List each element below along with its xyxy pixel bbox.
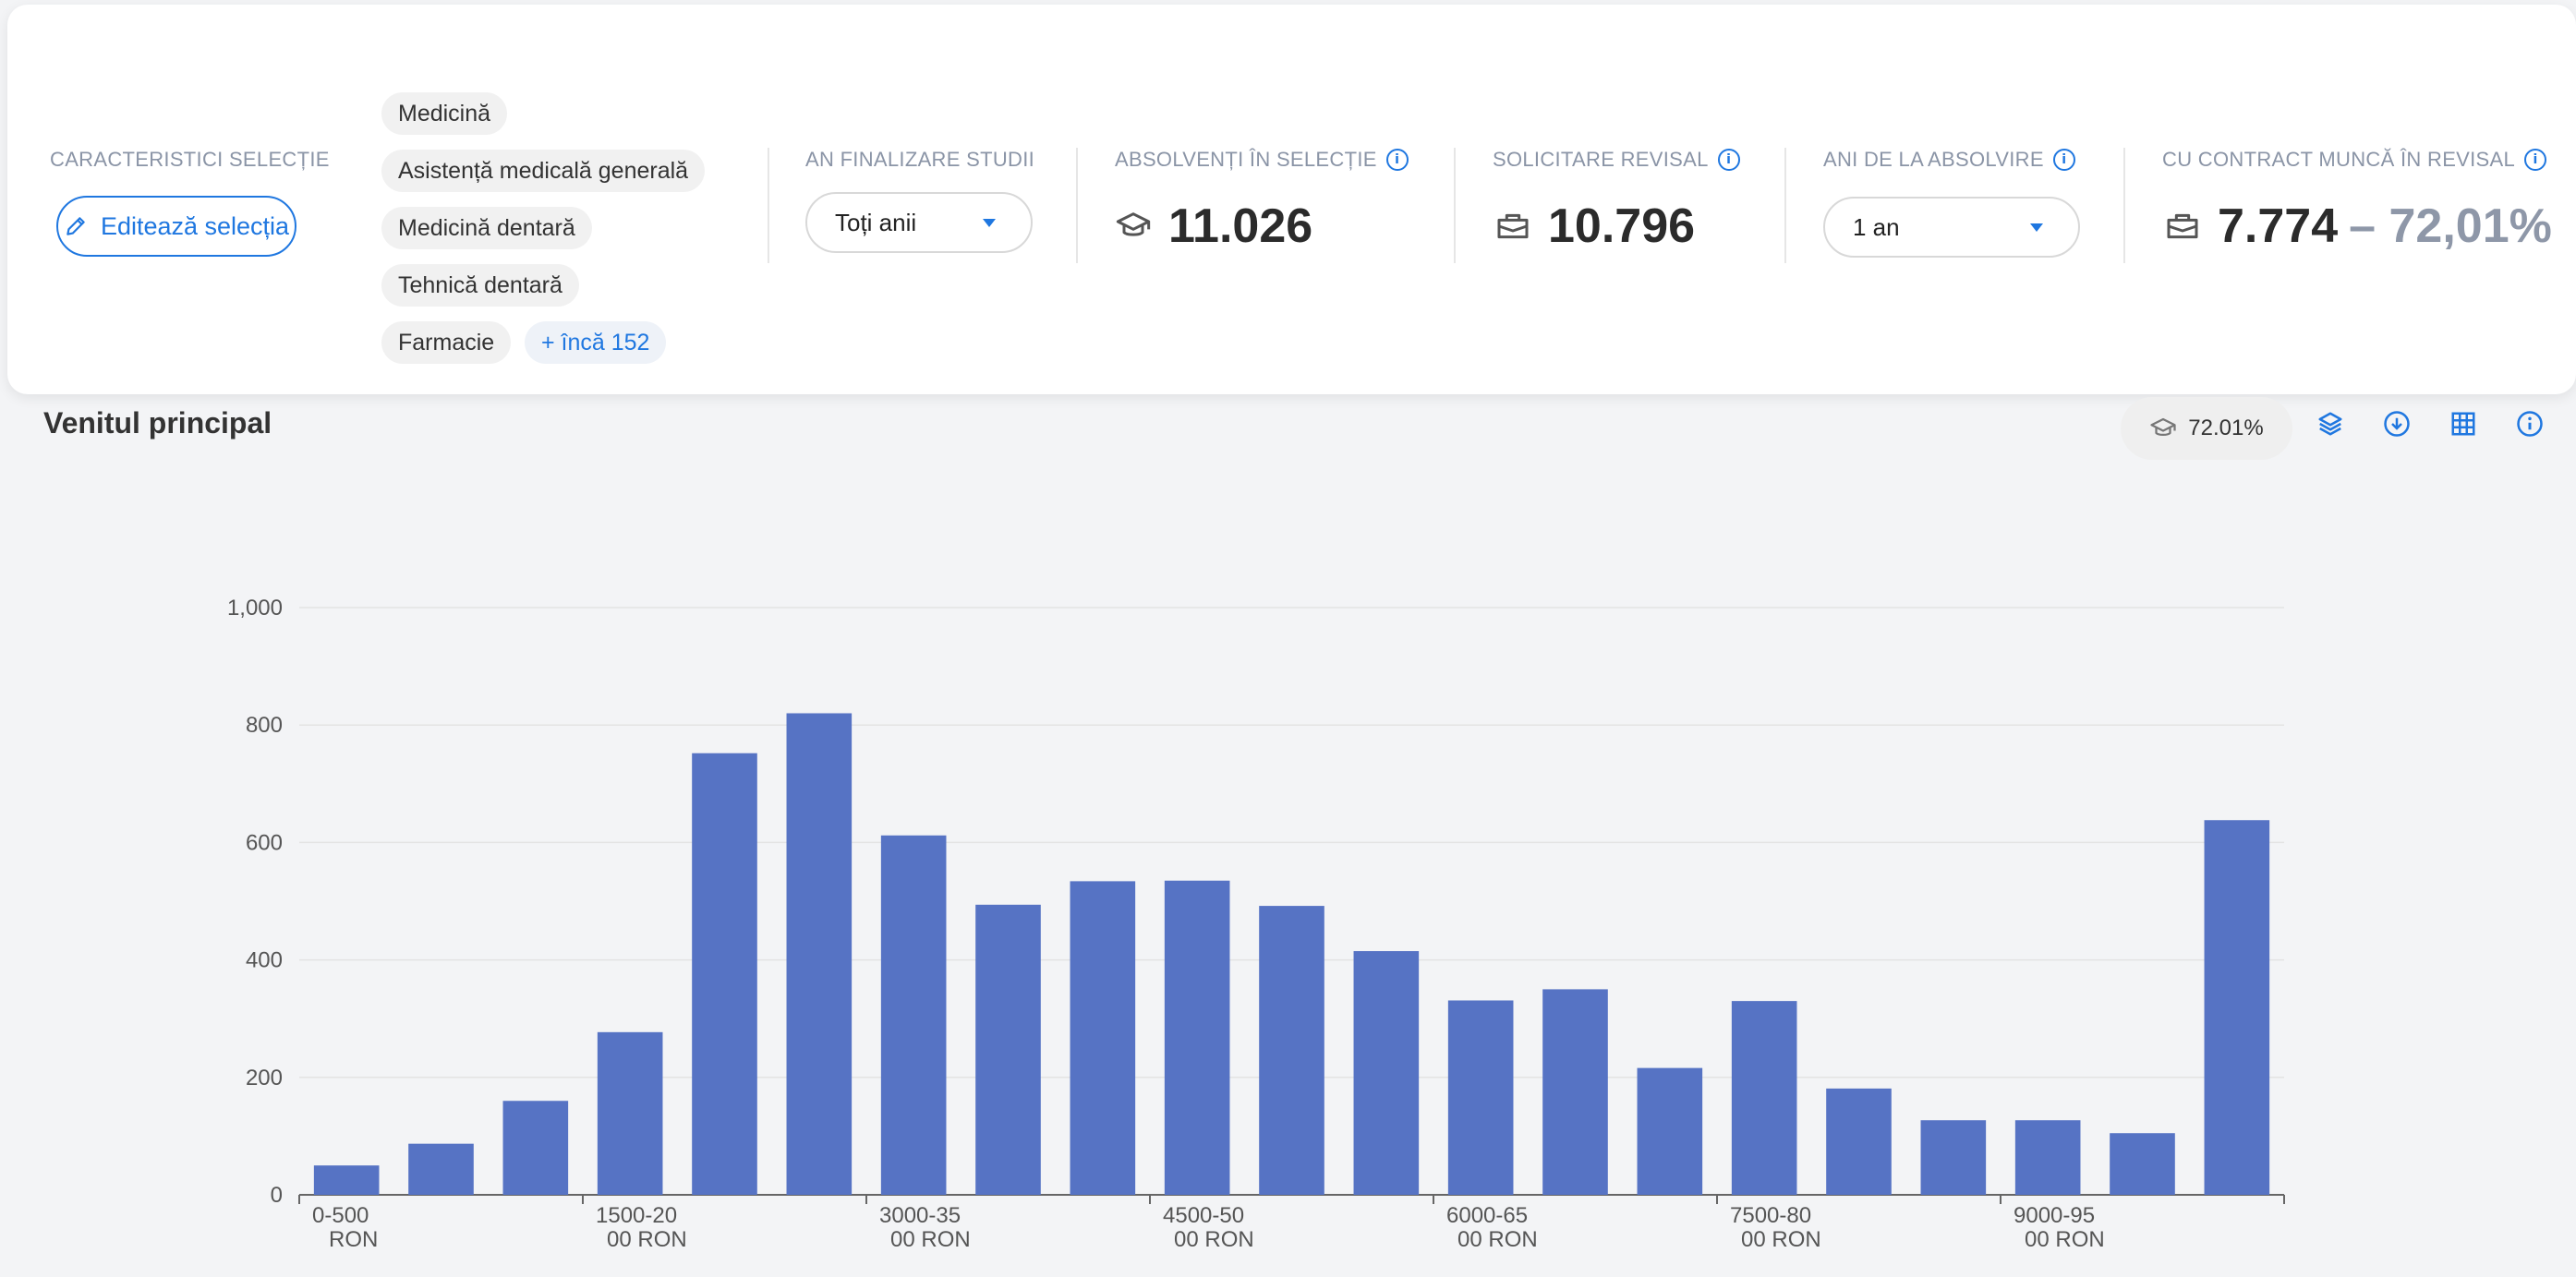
x-tick-label: 7500-80 <box>1730 1203 1811 1228</box>
y-tick-label: 600 <box>246 830 283 855</box>
more-chips-button[interactable]: + încă 152 <box>525 321 667 364</box>
x-tick-label: 00 RON <box>1741 1227 1821 1252</box>
graduates-stat: 11.026 <box>1115 199 1312 254</box>
year-filter-select[interactable]: Toți anii <box>805 192 1033 253</box>
pencil-icon <box>67 217 85 235</box>
bar <box>1070 881 1136 1195</box>
bar <box>880 835 947 1195</box>
graduation-cap-icon <box>1116 212 1151 236</box>
revisal-label-text: SOLICITARE REVISAL <box>1493 148 1709 171</box>
bar <box>692 753 757 1195</box>
x-tick-label: 0-500 <box>312 1203 369 1228</box>
x-tick-label: 1500-20 <box>596 1203 677 1228</box>
contract-percent: – 72,01% <box>2349 199 2552 253</box>
contract-value: 7.774 <box>2218 199 2339 253</box>
badge-value: 72.01% <box>2188 416 2264 440</box>
bar <box>408 1143 474 1195</box>
bar <box>2204 820 2270 1195</box>
chip-medicina-dentara[interactable]: Medicină dentară <box>381 207 592 249</box>
bar <box>975 904 1041 1195</box>
bar <box>1637 1067 1703 1195</box>
x-tick-label: 00 RON <box>890 1227 971 1252</box>
x-tick-label: 6000-65 <box>1446 1203 1528 1228</box>
info-icon[interactable]: i <box>2052 149 2075 171</box>
contract-label-text: CU CONTRACT MUNCĂ ÎN REVISAL <box>2162 148 2516 171</box>
chip-tehnica-dentara[interactable]: Tehnică dentară <box>381 264 579 307</box>
bar <box>2014 1120 2081 1195</box>
chip-asistenta[interactable]: Asistență medicală generală <box>381 150 706 192</box>
years-since-label: ANI DE LA ABSOLVIRE i <box>1823 148 2075 172</box>
divider <box>1454 148 1456 263</box>
briefcase-icon <box>1497 213 1529 239</box>
chevron-down-icon <box>983 219 996 227</box>
download-icon[interactable] <box>2381 408 2413 440</box>
income-chart-area: 0 200 400 600 800 1,000 0-500 RON 1500-20 00 RON 3… <box>0 480 2576 1272</box>
bar <box>502 1101 569 1195</box>
bar <box>597 1031 663 1195</box>
bar <box>1731 1001 1797 1195</box>
section-title: Venitul principal <box>43 406 272 440</box>
bar <box>786 713 853 1195</box>
y-tick-label: 0 <box>271 1183 283 1208</box>
bar <box>1353 951 1420 1195</box>
graduates-value: 11.026 <box>1168 199 1313 253</box>
years-since-select[interactable]: 1 an <box>1823 197 2080 258</box>
divider <box>768 148 769 263</box>
y-tick-label: 800 <box>246 713 283 738</box>
table-icon[interactable] <box>2448 408 2479 440</box>
graduates-label: ABSOLVENȚI ÎN SELECȚIE i <box>1115 148 1409 172</box>
edit-selection-label: Editează selecția <box>100 211 290 240</box>
info-icon[interactable] <box>2514 408 2546 440</box>
bar <box>1826 1088 1892 1195</box>
divider <box>1784 148 1786 263</box>
x-tick-label: RON <box>329 1227 378 1252</box>
bar <box>1164 880 1230 1195</box>
edit-selection-button[interactable]: Editează selecția <box>56 196 296 257</box>
bar <box>1920 1120 1987 1195</box>
bar <box>2110 1133 2175 1195</box>
selection-summary-card: CARACTERISTICI SELECȚIE Editează selecți… <box>7 5 2576 394</box>
year-filter-label: AN FINALIZARE STUDII <box>805 148 1035 171</box>
divider <box>1076 148 1078 263</box>
x-tick-label: 00 RON <box>2025 1227 2105 1252</box>
y-tick-label: 400 <box>246 948 283 973</box>
info-icon[interactable]: i <box>1385 149 1409 171</box>
revisal-value: 10.796 <box>1548 199 1696 253</box>
revisal-stat: 10.796 <box>1494 199 1695 254</box>
graduation-cap-icon <box>2150 417 2176 436</box>
x-tick-label: 9000-95 <box>2014 1203 2095 1228</box>
x-tick-label: 00 RON <box>607 1227 687 1252</box>
chip-medicina[interactable]: Medicină <box>381 92 508 135</box>
divider <box>2123 148 2125 263</box>
contract-stat: 7.774 – 72,01% <box>2164 199 2552 254</box>
graduates-label-text: ABSOLVENȚI ÎN SELECȚIE <box>1115 148 1377 171</box>
year-filter-value: Toți anii <box>835 208 917 236</box>
employment-rate-badge: 72.01% <box>2121 397 2292 460</box>
years-since-value: 1 an <box>1853 212 1900 241</box>
briefcase-icon <box>2167 213 2198 239</box>
chip-farmacie[interactable]: Farmacie <box>381 321 512 364</box>
bar <box>1259 906 1324 1195</box>
y-tick-label: 1,000 <box>227 596 283 620</box>
layers-icon[interactable] <box>2315 408 2346 440</box>
years-since-label-text: ANI DE LA ABSOLVIRE <box>1823 148 2044 171</box>
x-tick-label: 4500-50 <box>1163 1203 1244 1228</box>
x-tick-label: 00 RON <box>1174 1227 1254 1252</box>
y-tick-label: 200 <box>246 1066 283 1090</box>
info-icon[interactable]: i <box>2524 149 2547 171</box>
info-icon[interactable]: i <box>1717 149 1740 171</box>
selection-label: CARACTERISTICI SELECȚIE <box>50 148 330 171</box>
x-tick-label: 3000-35 <box>879 1203 961 1228</box>
bar <box>1542 989 1608 1195</box>
chevron-down-icon <box>2030 223 2043 232</box>
revisal-label: SOLICITARE REVISAL i <box>1493 148 1740 172</box>
bar <box>1447 1000 1514 1195</box>
x-tick-label: 00 RON <box>1457 1227 1538 1252</box>
bar <box>313 1165 380 1195</box>
contract-label: CU CONTRACT MUNCĂ ÎN REVISAL i <box>2162 148 2547 172</box>
